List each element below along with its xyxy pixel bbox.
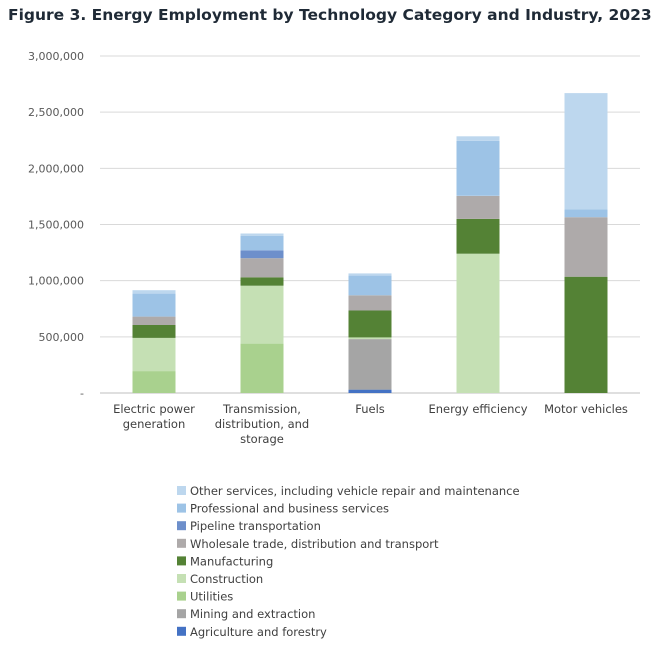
bar-segment — [240, 235, 284, 251]
legend-label: Professional and business services — [190, 502, 389, 516]
bar-segment — [240, 343, 284, 393]
legend-label: Pipeline transportation — [190, 519, 321, 533]
bar-segment — [348, 273, 392, 276]
bar-segment — [564, 209, 608, 218]
x-tick-label: Fuels — [355, 402, 385, 416]
chart-title: Figure 3. Energy Employment by Technolog… — [8, 6, 652, 24]
y-tick-label: - — [80, 387, 84, 400]
bar-segment — [240, 285, 284, 344]
legend-swatch — [177, 626, 186, 636]
bar-segment — [240, 258, 284, 278]
legend-label: Agriculture and forestry — [190, 625, 327, 639]
bar-segment — [348, 295, 392, 311]
legend-label: Wholesale trade, distribution and transp… — [190, 537, 439, 551]
x-tick-label: distribution, and — [215, 417, 309, 431]
legend-swatch — [177, 591, 186, 601]
x-tick-label: Electric power — [113, 402, 195, 416]
bar-segment — [240, 233, 284, 236]
bar-segment — [456, 218, 500, 254]
bar-segment — [348, 310, 392, 338]
bar-segment — [456, 253, 500, 393]
legend-label: Manufacturing — [190, 554, 273, 568]
legend-label: Mining and extraction — [190, 607, 315, 621]
bar-segment — [564, 217, 608, 277]
x-tick-label: generation — [123, 417, 186, 431]
y-tick-label: 1,500,000 — [28, 219, 84, 232]
x-tick-label: Motor vehicles — [544, 402, 628, 416]
bar-segment — [240, 250, 284, 259]
bar-segment — [564, 276, 608, 393]
legend-swatch — [177, 574, 186, 583]
bar-segment — [132, 371, 176, 393]
y-tick-label: 1,000,000 — [28, 275, 84, 288]
bar-segment — [348, 389, 392, 393]
y-tick-label: 2,500,000 — [28, 106, 84, 119]
legend-label: Utilities — [190, 590, 233, 604]
bar-segment — [348, 275, 392, 296]
legend-swatch — [177, 609, 186, 619]
y-tick-label: 2,000,000 — [28, 162, 84, 175]
legend-swatch — [177, 521, 186, 531]
x-tick-label: storage — [240, 432, 284, 446]
legend-label: Other services, including vehicle repair… — [190, 484, 520, 498]
y-tick-label: 3,000,000 — [28, 50, 84, 63]
bar-segment — [564, 93, 608, 210]
legend-swatch — [177, 503, 186, 513]
bar-segment — [456, 140, 500, 196]
bar-segment — [456, 195, 500, 219]
legend-swatch — [177, 538, 186, 548]
bar-segment — [132, 293, 176, 317]
bar-segment — [456, 136, 500, 141]
bar-segment — [348, 339, 392, 390]
bar-segment — [132, 316, 176, 325]
legend-label: Construction — [190, 572, 263, 586]
bar-segment — [132, 338, 176, 372]
x-tick-label: Transmission, — [222, 402, 301, 416]
x-tick-label: Energy efficiency — [428, 402, 527, 416]
legend-swatch — [177, 486, 186, 495]
bar-segment — [132, 290, 176, 294]
bar-segment — [348, 337, 392, 340]
bar-segment — [132, 325, 176, 338]
bar-segment — [240, 277, 284, 286]
legend-swatch — [177, 556, 186, 566]
y-tick-label: 500,000 — [39, 331, 85, 344]
